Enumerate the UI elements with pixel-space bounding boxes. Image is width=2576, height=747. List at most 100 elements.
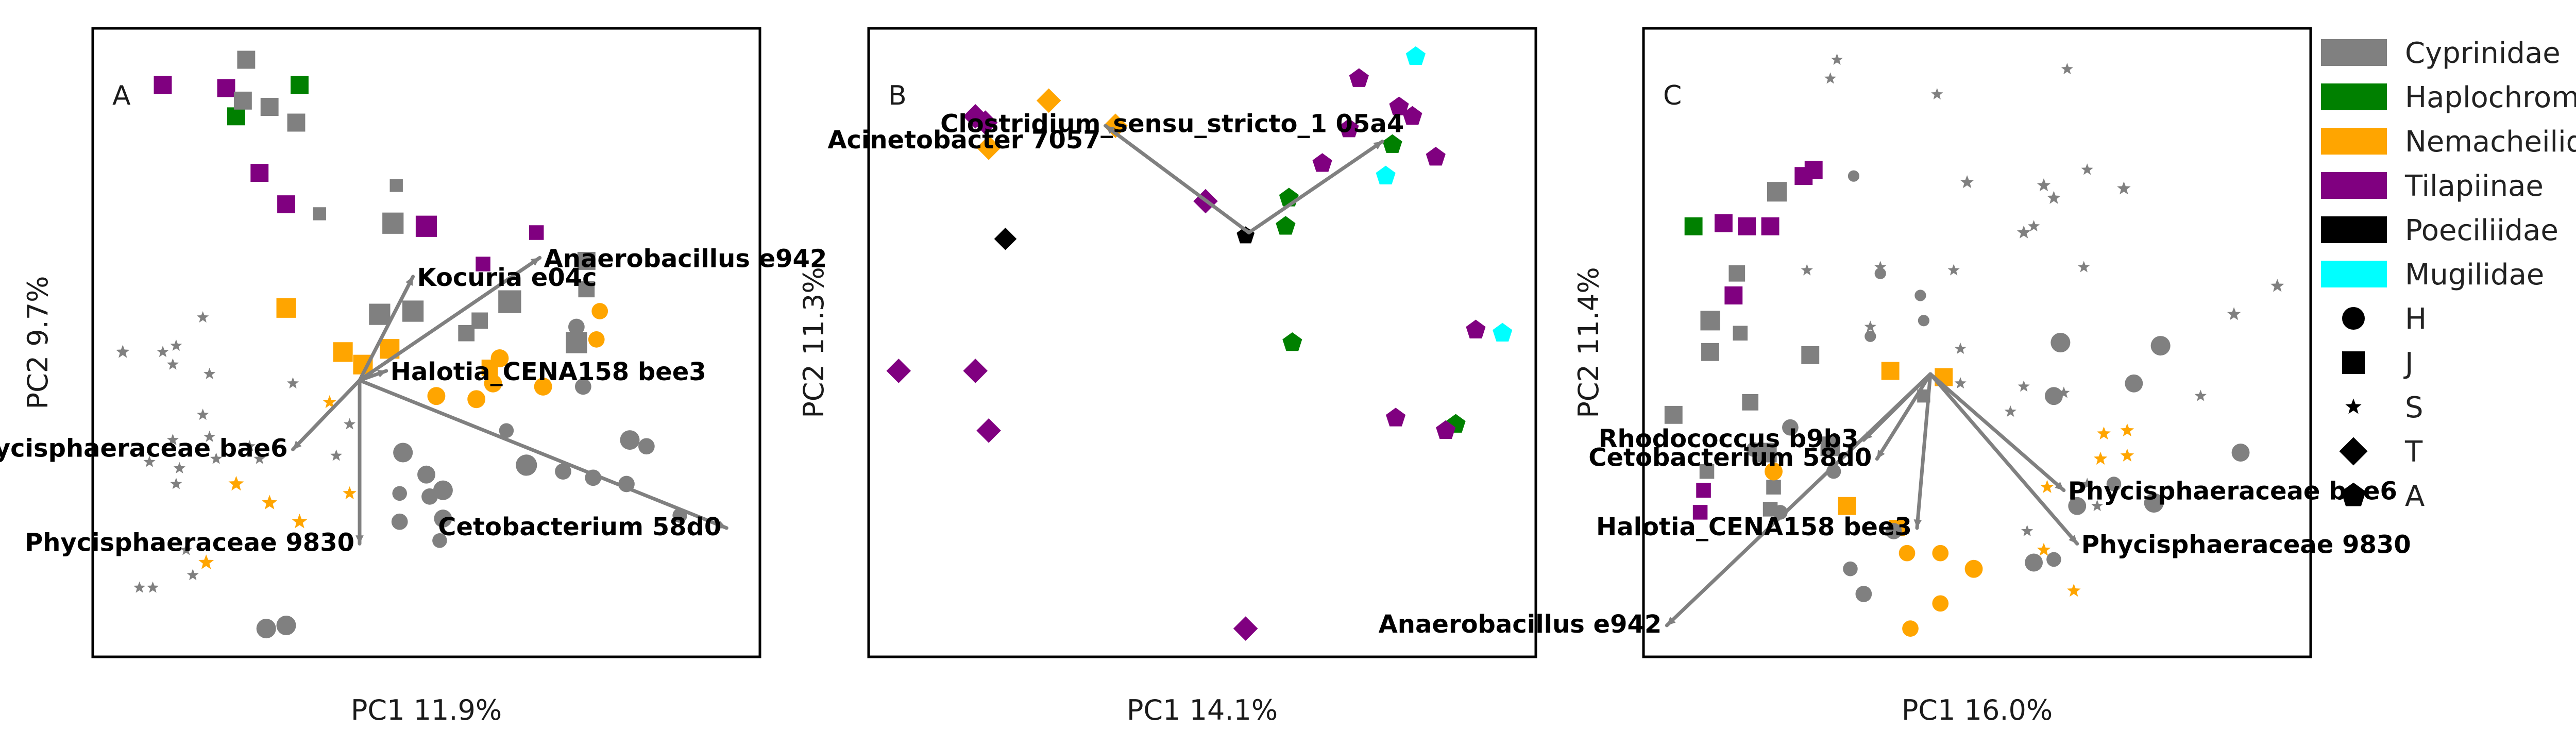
point-nemacheilidae-square xyxy=(380,339,400,359)
point-cyprinidae-square xyxy=(498,290,521,313)
legend-swatch xyxy=(2321,128,2387,155)
point-tilapiinae-square xyxy=(217,79,235,97)
point-nemacheilidae-diamond xyxy=(976,135,1001,160)
legend-label: Haplochrominae xyxy=(2405,81,2576,114)
point-tilapiinae-diamond xyxy=(963,359,988,383)
loading-arrowhead xyxy=(717,521,727,529)
point-cyprinidae-square xyxy=(1820,436,1840,456)
plot-frame xyxy=(867,27,1537,658)
point-cyprinidae-square xyxy=(389,179,403,192)
point-cyprinidae-star xyxy=(180,544,192,555)
loading-label: Anaerobacillus e942 xyxy=(544,244,827,273)
point-tilapiinae-square xyxy=(415,215,437,237)
point-nemacheilidae-star xyxy=(2120,448,2134,462)
point-cyprinidae-circle xyxy=(568,318,585,335)
legend-swatch xyxy=(2321,216,2387,243)
point-cyprinidae-circle xyxy=(516,454,537,476)
point-cyprinidae-star xyxy=(330,449,343,461)
point-tilapiinae-square xyxy=(1761,217,1780,235)
plot-frame xyxy=(1642,27,2312,658)
point-cyprinidae-star xyxy=(1954,342,1967,354)
point-cyprinidae-star xyxy=(2081,163,2093,175)
point-cyprinidae-circle xyxy=(1848,170,1860,182)
point-nemacheilidae-star xyxy=(292,514,308,529)
loading-arrow xyxy=(1247,140,1384,234)
loading-arrowhead xyxy=(405,276,413,286)
point-nemacheilidae-star xyxy=(323,395,336,409)
point-cyprinidae-square xyxy=(237,50,256,69)
point-cyprinidae-circle xyxy=(432,533,447,548)
legend-label: Tilapiinae xyxy=(2404,169,2544,203)
point-haplochrominae-square xyxy=(227,107,245,126)
loading-arrowhead xyxy=(377,369,386,378)
legend: Cyprinidae Haplochrominae Nemacheilidae Til… xyxy=(2321,37,2576,513)
point-nemacheilidae-diamond xyxy=(1036,88,1061,113)
point-tilapiinae-pentagon xyxy=(1466,319,1486,338)
legend-swatch xyxy=(2321,83,2387,110)
point-cyprinidae-square xyxy=(260,98,279,116)
point-cyprinidae-star xyxy=(253,452,266,464)
point-tilapiinae-diamond xyxy=(976,418,1001,443)
point-cyprinidae-star xyxy=(197,409,209,420)
point-cyprinidae-square xyxy=(1742,394,1759,411)
point-haplochrominae-square xyxy=(1684,217,1703,235)
point-cyprinidae-star xyxy=(2117,181,2131,195)
loading-label: Acinetobacter 7057 xyxy=(827,126,1100,155)
point-cyprinidae-circle xyxy=(434,510,452,528)
loading-arrow xyxy=(1875,372,1933,461)
point-cyprinidae-star xyxy=(170,339,182,351)
loading-arrow xyxy=(1104,124,1251,234)
point-cyprinidae-star xyxy=(133,581,146,593)
point-cyprinidae-square xyxy=(1766,480,1781,495)
point-haplochrominae-square xyxy=(291,76,309,94)
point-cyprinidae-circle xyxy=(2044,387,2063,405)
point-nemacheilidae-star xyxy=(2093,451,2108,465)
point-cyprinidae-square xyxy=(1757,443,1777,463)
point-tilapiinae-pentagon xyxy=(1349,68,1369,87)
point-tilapiinae-pentagon xyxy=(1426,147,1446,166)
point-cyprinidae-star xyxy=(146,581,159,593)
point-haplochrominae-pentagon xyxy=(1276,216,1296,235)
point-cyprinidae-square xyxy=(1701,343,1719,361)
point-cyprinidae-star xyxy=(204,367,216,379)
point-nemacheilidae-circle xyxy=(1902,620,1919,637)
point-cyprinidae-circle xyxy=(2144,493,2164,513)
y-axis-label: PC2 11.4% xyxy=(1572,267,1605,418)
point-mugilidae-pentagon xyxy=(1405,46,1426,65)
point-tilapiinae-pentagon xyxy=(1339,118,1359,138)
point-cyprinidae-square xyxy=(1801,346,1820,364)
point-cyprinidae-star xyxy=(2037,178,2051,192)
loading-arrowhead xyxy=(2055,482,2064,490)
legend-label: Poeciliidae xyxy=(2405,214,2558,247)
point-cyprinidae-circle xyxy=(2046,552,2061,567)
point-cyprinidae-square xyxy=(578,281,595,298)
point-tilapiinae-square xyxy=(1696,483,1711,498)
legend-label: T xyxy=(2404,435,2423,469)
point-cyprinidae-star xyxy=(2016,225,2031,239)
point-nemacheilidae-star xyxy=(2120,423,2134,437)
point-cyprinidae-circle xyxy=(2106,477,2122,491)
point-cyprinidae-star xyxy=(116,345,130,358)
x-axis-label: PC1 14.1% xyxy=(1127,694,1278,726)
point-haplochrominae-pentagon xyxy=(1282,332,1302,351)
point-nemacheilidae-circle xyxy=(490,349,509,367)
point-cyprinidae-circle xyxy=(1782,419,1799,436)
point-cyprinidae-square xyxy=(1767,182,1787,202)
loading-label: Cetobacterium 58d0 xyxy=(438,513,721,541)
point-cyprinidae-circle xyxy=(391,513,408,530)
point-cyprinidae-circle xyxy=(392,486,407,501)
point-nemacheilidae-circle xyxy=(591,303,608,319)
panel-letter: B xyxy=(888,80,907,111)
legend-label: A xyxy=(2405,480,2425,513)
point-cyprinidae-star xyxy=(1801,264,1813,276)
y-axis-label: PC2 11.3% xyxy=(798,267,830,418)
x-axis-label: PC1 11.9% xyxy=(351,694,502,726)
loading-label: Cetobacterium 58d0 xyxy=(1588,444,1872,472)
point-cyprinidae-circle xyxy=(620,430,640,450)
point-cyprinidae-circle xyxy=(2025,553,2043,572)
legend-label: Nemacheilidae xyxy=(2405,125,2576,159)
point-tilapiinae-pentagon xyxy=(1402,106,1422,125)
